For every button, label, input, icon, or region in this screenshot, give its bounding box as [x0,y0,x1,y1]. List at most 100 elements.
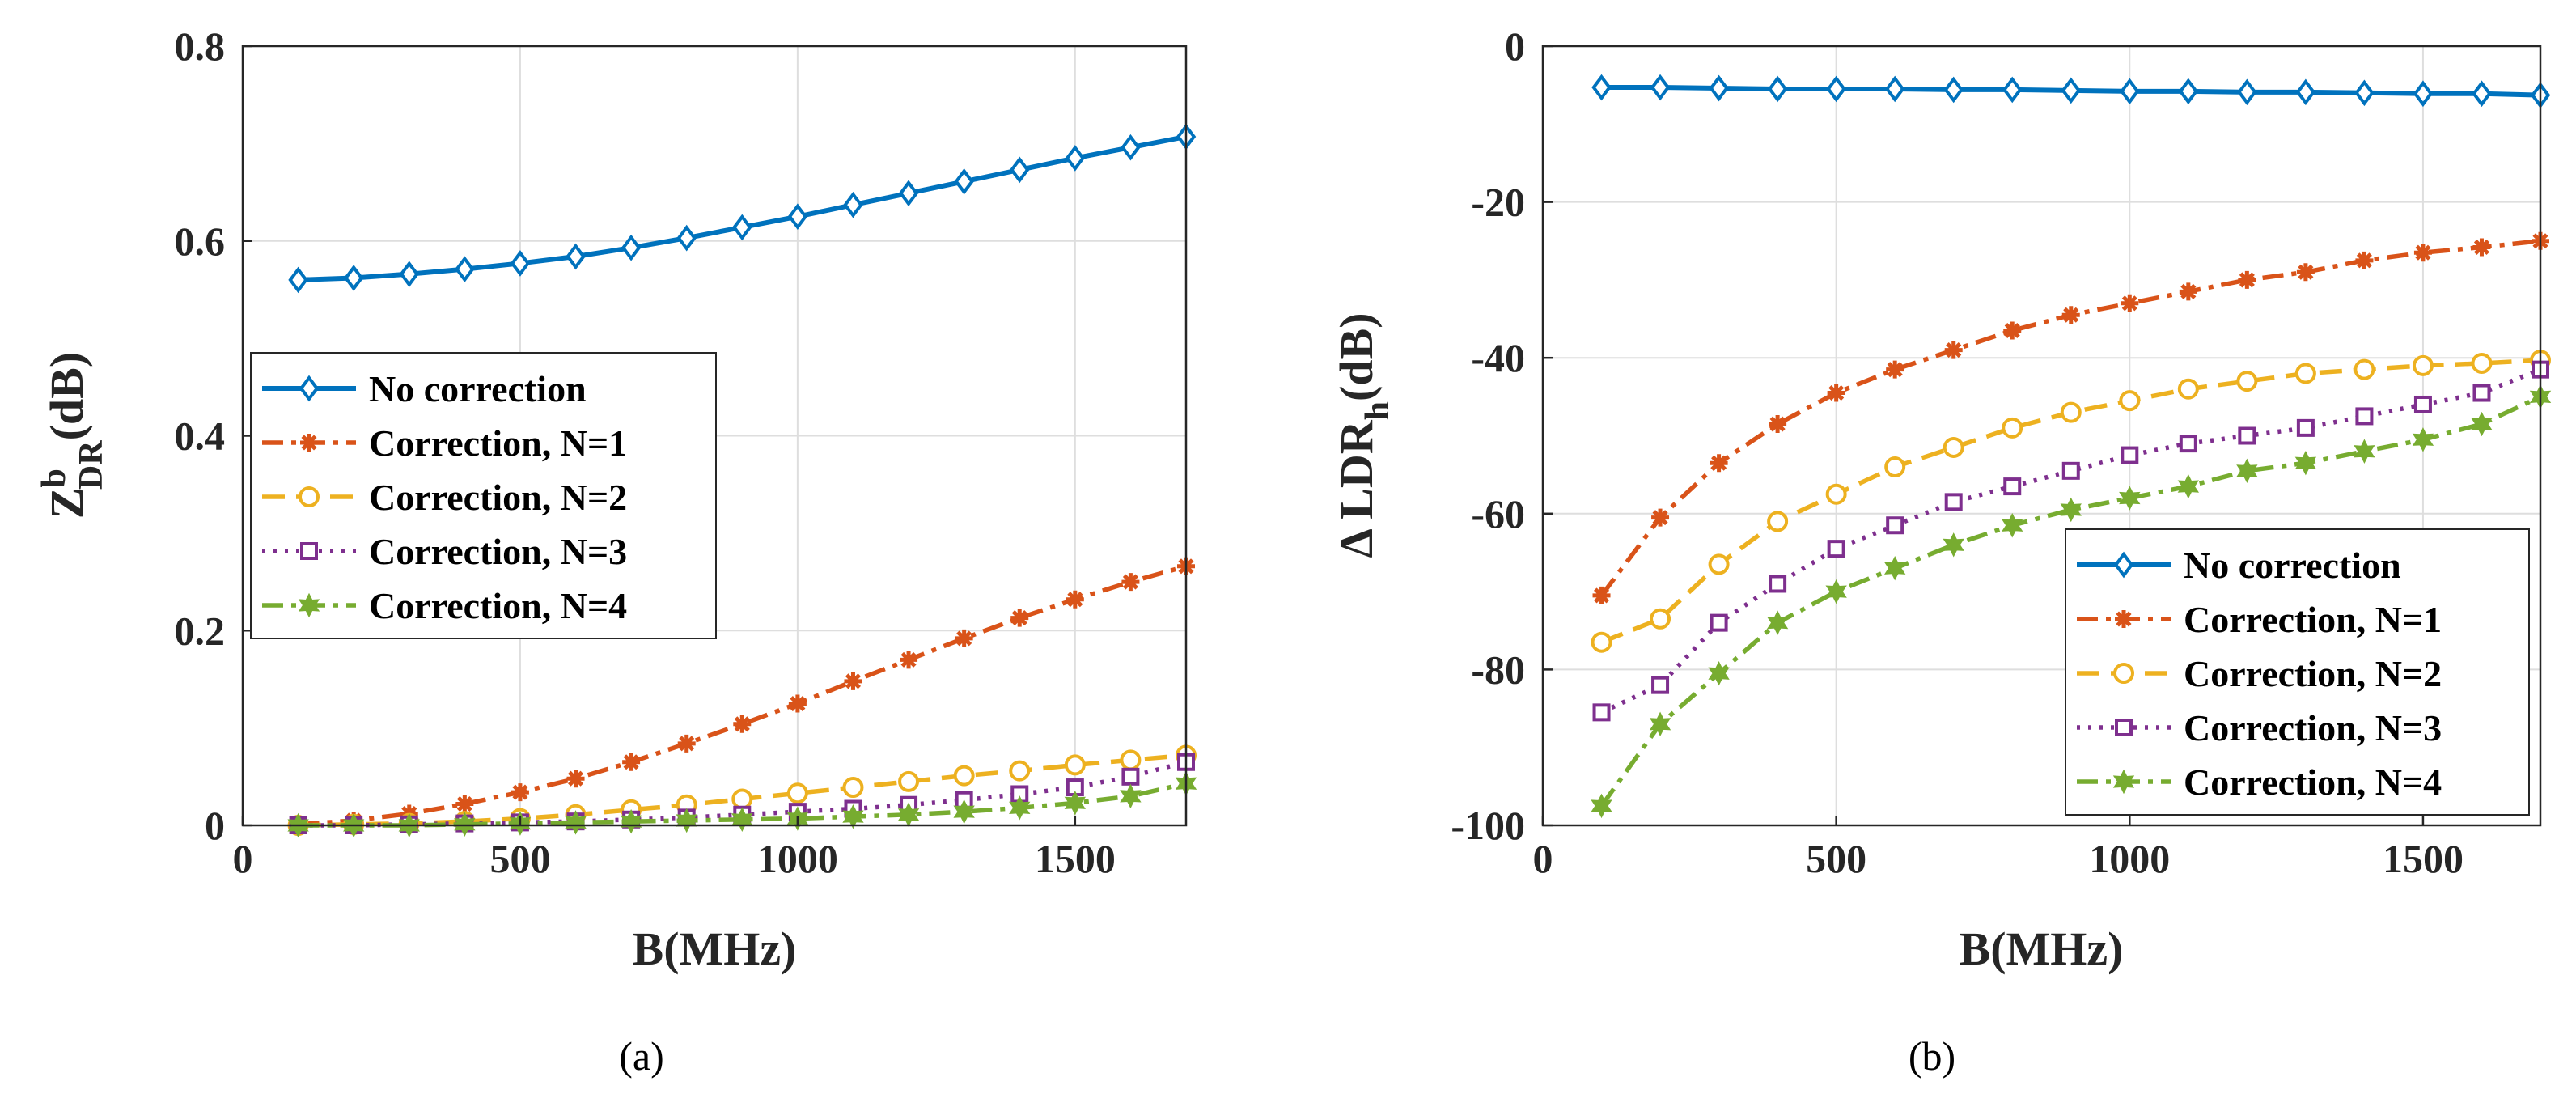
a-legend-item-n2: Correction, N=2 [262,477,627,518]
a-data-point-n4 [1009,795,1031,821]
a-data-point-no_correction [787,203,808,230]
panel-b-ylabel-main: Δ LDR [1330,419,1383,558]
b-legend-label-n1: Correction, N=1 [2184,599,2442,640]
b-data-point-n4 [1943,532,1964,558]
a-legend-label-n1: Correction, N=1 [369,422,627,464]
a-data-point-n1 [788,694,807,713]
a-data-point-n2 [898,770,920,792]
b-data-point-n2 [2294,363,2316,384]
a-data-point-n1 [622,753,641,771]
b-data-point-n1 [2238,270,2256,289]
b-data-point-n4 [2354,439,2375,464]
b-data-point-n3 [1651,676,1670,694]
a-legend-label-no_correction: No correction [369,368,587,409]
b-data-point-n3 [2061,461,2080,480]
b-data-point-n1 [2472,238,2491,257]
a-data-point-n4 [620,808,642,834]
a-data-point-no_correction [898,180,919,207]
a-legend-item-n3: Correction, N=3 [262,531,627,572]
b-data-point-n2 [1650,608,1671,630]
panel-b-legend: No correction Correction, N=1 Correction, … [2065,528,2530,816]
panel-b-plot-frame [1541,45,2542,827]
b-legend-marker-no_correction [2113,551,2134,579]
a-data-point-n4 [953,799,975,825]
a-x-tick-label: 0 [233,836,253,881]
a-data-point-n3 [1121,767,1140,786]
a-data-point-n1 [677,734,696,753]
panel-a-ylabel-main: Z [40,487,93,519]
b-data-point-n4 [2294,450,2317,476]
b-data-point-n4 [1825,579,1847,604]
a-legend-marker-n3 [300,542,318,560]
b-data-point-n3 [1944,493,1963,511]
b-series-n1 [1592,231,2549,604]
a-x-tick-label: 1500 [1035,836,1116,881]
a-data-point-n1 [566,770,585,788]
b-data-point-n1 [2355,251,2374,269]
a-data-point-n4 [565,810,587,835]
b-data-point-n1 [2121,294,2139,312]
a-data-point-no_correction [510,250,531,277]
b-data-point-n3 [2355,407,2374,426]
b-x-tick-label: 500 [1806,836,1866,881]
panel-a-ylabel-unit: (dB) [40,352,93,441]
b-data-point-n1 [1827,384,1845,402]
panel-a: 0 500 1000 1500 0 0.2 0.4 0.6 0.8 B(MHz) ZbDR(dB… [36,23,1197,1079]
b-data-point-n3 [1886,516,1904,535]
b-data-point-n2 [2236,371,2258,392]
b-data-point-n1 [2061,306,2080,324]
a-legend-label-n2: Correction, N=2 [369,477,627,518]
b-data-point-no_correction [2295,78,2316,106]
a-data-point-n2 [842,777,864,799]
b-legend-item-n3: Correction, N=3 [2077,707,2442,748]
b-data-point-n1 [1769,415,1787,434]
b-y-tick-label: -60 [1471,491,1525,536]
b-data-point-no_correction [2354,79,2375,107]
b-data-point-n4 [2002,513,2023,538]
a-data-point-no_correction [732,214,752,241]
panel-a-caption: (a) [619,1033,664,1079]
a-legend-item-n1: Correction, N=1 [262,422,627,464]
a-data-point-no_correction [843,191,863,218]
a-data-point-n1 [844,672,862,690]
a-legend-marker-no_correction [299,375,320,402]
b-data-point-n2 [2177,378,2199,400]
b-data-point-n4 [1708,660,1730,686]
b-data-point-n3 [2413,395,2432,413]
a-y-tick-label: 0.2 [175,608,226,653]
b-data-point-n1 [2296,263,2315,282]
b-data-point-n1 [1886,360,1904,379]
a-data-point-no_correction [1121,134,1141,161]
a-legend-label-n3: Correction, N=3 [369,531,627,572]
b-data-point-n3 [2238,426,2256,445]
b-data-point-no_correction [1884,75,1905,103]
b-data-point-n2 [2471,352,2493,374]
a-data-point-n2 [731,788,753,810]
a-data-point-no_correction [676,224,697,252]
b-series-n3 [1592,360,2549,722]
b-legend-marker-n1 [2115,610,2133,628]
b-data-point-n4 [1649,711,1671,737]
a-data-point-no_correction [954,167,974,195]
b-data-point-n1 [1592,586,1611,604]
a-data-point-n4 [1064,791,1087,816]
b-data-point-n4 [2119,486,2141,511]
a-data-point-n2 [1120,749,1142,771]
b-data-point-n3 [1710,613,1728,632]
b-data-point-n4 [1591,793,1612,819]
b-legend-item-n4: Correction, N=4 [2077,761,2442,803]
b-data-point-n4 [2060,497,2082,523]
b-data-point-n4 [1766,610,1789,635]
b-series-n2 [1591,350,2551,653]
a-data-point-n2 [1009,760,1031,782]
b-legend-label-n2: Correction, N=2 [2184,653,2442,694]
a-legend-label-n4: Correction, N=4 [369,585,627,626]
b-data-point-no_correction [2120,78,2140,105]
a-series-line-n1 [298,564,1187,827]
b-data-point-no_correction [1826,75,1846,103]
b-y-tick-label: -80 [1471,647,1525,692]
a-legend-item-n4: Correction, N=4 [262,585,627,626]
b-data-point-no_correction [1943,76,1964,104]
a-y-tick-label: 0.8 [175,23,226,69]
panel-a-legend: No correction Correction, N=1 Correction, … [250,352,717,639]
